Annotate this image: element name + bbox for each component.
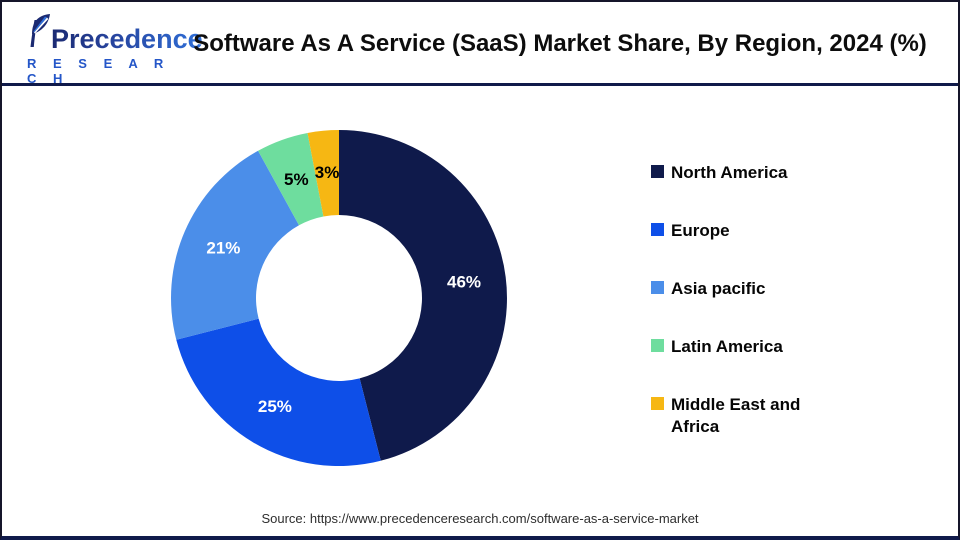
donut-slice-0: [339, 130, 507, 461]
legend-label-latin-america: Latin America: [671, 337, 783, 356]
leaf-logo-icon: [24, 14, 50, 53]
donut-slice-1: [176, 318, 381, 466]
donut-slice-2: [171, 150, 300, 340]
legend-swatch-europe: [651, 223, 664, 236]
logo-brand-text: Precedence: [51, 24, 203, 54]
slice-value-label-0: 46%: [447, 273, 481, 292]
header: Precedence R E S E A R C H Software As A…: [2, 2, 958, 86]
source-attribution: Source: https://www.precedenceresearch.c…: [261, 511, 699, 526]
legend-label-asia-pacific: Asia pacific: [671, 279, 766, 298]
legend-label-north-america: North America: [671, 163, 788, 182]
chart-legend: North America Europe Asia pacific Latin …: [651, 162, 851, 474]
logo-sub-text: R E S E A R C H: [27, 56, 170, 86]
legend-label-europe: Europe: [671, 221, 730, 240]
donut-slice-3: [258, 132, 324, 226]
legend-item-middle-east-africa: Middle East and Africa: [651, 394, 851, 438]
brand-logo: Precedence R E S E A R C H: [24, 14, 203, 86]
donut-slice-4: [307, 130, 339, 217]
slice-value-label-4: 3%: [315, 163, 340, 182]
slice-value-label-1: 25%: [258, 397, 292, 416]
legend-swatch-asia-pacific: [651, 281, 664, 294]
legend-item-north-america: North America: [651, 162, 851, 184]
legend-label-middle-east-africa: Middle East and Africa: [671, 395, 801, 436]
legend-swatch-middle-east-africa: [651, 397, 664, 410]
slice-value-label-3: 5%: [284, 170, 309, 189]
legend-swatch-north-america: [651, 165, 664, 178]
legend-item-asia-pacific: Asia pacific: [651, 278, 851, 300]
legend-item-latin-america: Latin America: [651, 336, 851, 358]
slice-value-label-2: 21%: [206, 239, 240, 258]
page-title: Software As A Service (SaaS) Market Shar…: [193, 30, 927, 57]
legend-swatch-latin-america: [651, 339, 664, 352]
legend-item-europe: Europe: [651, 220, 851, 242]
